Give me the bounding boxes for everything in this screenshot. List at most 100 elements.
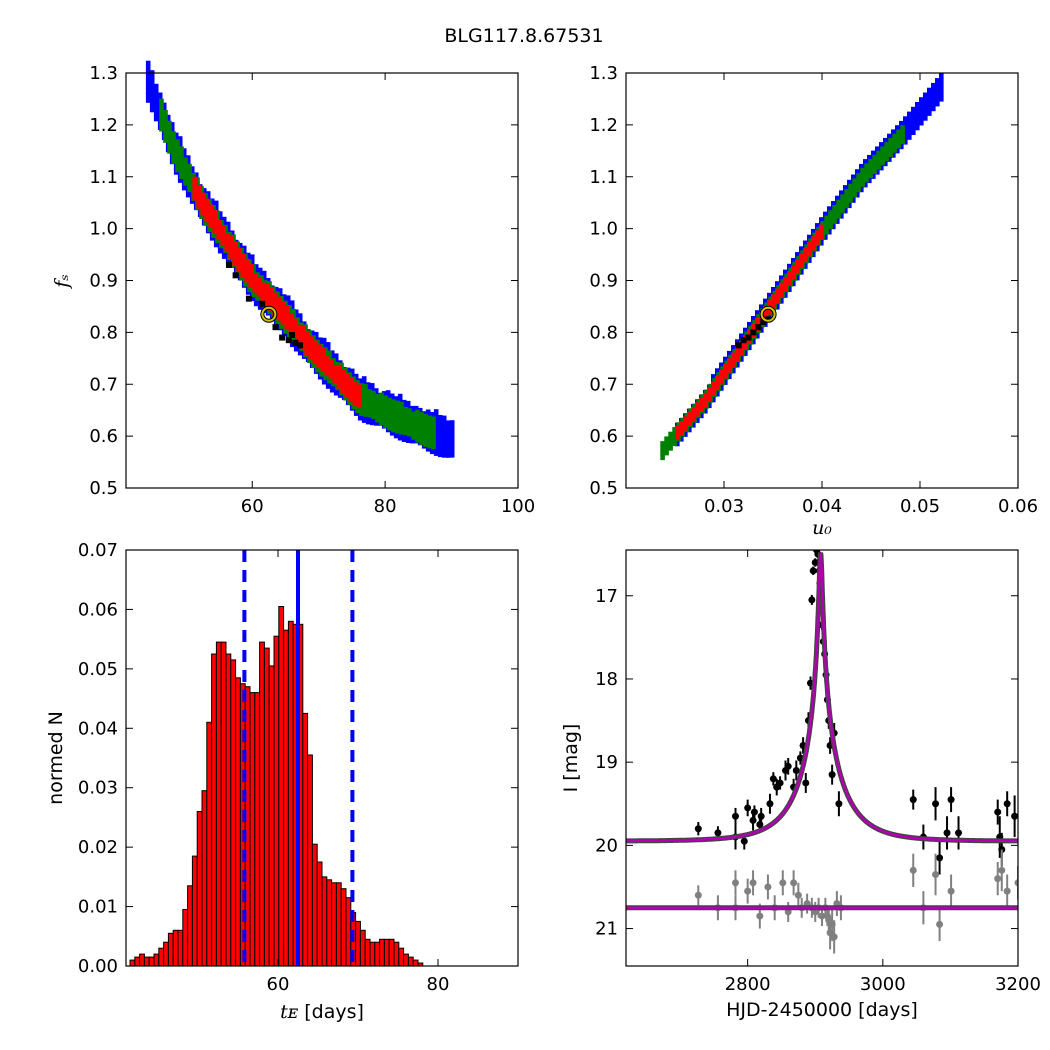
heatmap-cell <box>419 416 424 422</box>
heatmap-cell <box>899 144 904 150</box>
histogram-bar <box>374 941 381 967</box>
heatmap-cell <box>248 264 253 270</box>
heatmap-cell <box>783 276 788 283</box>
histogram-bar <box>201 790 208 967</box>
heatmap-cell <box>244 272 249 278</box>
heatmap-cell <box>357 378 363 384</box>
heatmap-cell <box>687 427 692 433</box>
heatmap-cell <box>153 106 159 113</box>
data-point <box>994 808 1002 816</box>
heatmap-cell <box>145 74 151 80</box>
heatmap-cell <box>437 447 443 453</box>
heatmap-cell <box>215 238 220 244</box>
histogram-bar <box>225 653 232 967</box>
heatmap-cell <box>261 270 267 276</box>
heatmap-cell <box>296 329 301 335</box>
heatmap-cell <box>683 420 688 427</box>
heatmap-cell <box>823 211 828 217</box>
heatmap-cell <box>839 190 844 196</box>
heatmap-cell <box>723 368 728 374</box>
heatmap-cell <box>939 73 944 79</box>
heatmap-cell <box>189 166 195 172</box>
heatmap-cell <box>227 231 232 238</box>
heatmap-cell <box>248 282 253 288</box>
heatmap-cell <box>415 418 420 425</box>
heatmap-cell <box>815 223 820 229</box>
heatmap-cell <box>419 425 424 432</box>
heatmap-cell <box>836 208 841 214</box>
heatmap-cell <box>229 230 235 236</box>
heatmap-cell <box>353 373 359 379</box>
heatmap-cell <box>423 418 428 424</box>
heatmap-cell <box>692 403 697 409</box>
heatmap-cell <box>235 269 240 275</box>
y-tick-label: 0.04 <box>78 718 118 739</box>
heatmap-cell <box>419 412 424 418</box>
heatmap-cell <box>363 402 368 408</box>
heatmap-cell <box>824 229 829 235</box>
heatmap-cell <box>927 101 932 107</box>
heatmap-cell <box>399 424 404 430</box>
heatmap-cell <box>935 92 940 98</box>
heatmap-cell <box>703 397 708 403</box>
heatmap-cell <box>179 169 184 175</box>
heatmap-cell <box>175 139 180 145</box>
heatmap-cell <box>919 115 924 121</box>
heatmap-cell <box>695 402 700 408</box>
heatmap-cell <box>276 296 281 302</box>
heatmap-cell <box>903 121 908 127</box>
heatmap-cell <box>771 294 776 300</box>
heatmap-cell <box>324 360 329 366</box>
data-point <box>947 796 955 804</box>
heatmap-cell <box>217 211 223 217</box>
heatmap-cell <box>273 286 279 293</box>
heatmap-cell <box>212 214 217 220</box>
heatmap-cell <box>313 331 319 338</box>
heatmap-cell <box>288 318 293 324</box>
heatmap-cell <box>445 429 451 435</box>
heatmap-cell <box>803 252 808 258</box>
heatmap-cell <box>327 350 332 356</box>
heatmap-cell <box>219 220 224 226</box>
heatmap-cell <box>263 280 268 286</box>
histogram-bar <box>302 712 309 967</box>
heatmap-cell <box>327 355 332 361</box>
heatmap-cell <box>292 323 297 329</box>
heatmap-cell <box>445 438 451 444</box>
heatmap-cell <box>787 286 792 292</box>
heatmap-cell <box>888 137 893 144</box>
heatmap-cell <box>225 221 231 227</box>
heatmap-cell <box>939 78 944 84</box>
heatmap-cell <box>375 407 380 414</box>
heatmap-cell <box>333 358 339 364</box>
y-tick-label: 1.2 <box>89 115 118 136</box>
heatmap-cell <box>787 280 792 286</box>
heatmap-cell <box>224 233 229 239</box>
heatmap-cell <box>167 125 172 131</box>
heatmap-cell <box>763 298 768 304</box>
heatmap-cell <box>247 259 252 265</box>
histogram-bar <box>249 692 256 967</box>
heatmap-cell <box>187 186 192 193</box>
histogram-bar <box>215 641 222 967</box>
heatmap-cell <box>811 240 816 246</box>
heatmap-cell <box>779 298 784 304</box>
heatmap-cell <box>280 314 285 320</box>
y-tick-label: 1.3 <box>89 63 118 84</box>
heatmap-cell <box>900 129 905 135</box>
heatmap-cell <box>311 362 316 369</box>
heatmap-cell <box>145 83 151 89</box>
heatmap-cell <box>149 74 155 80</box>
heatmap-cell <box>207 226 212 232</box>
heatmap-cell <box>245 252 251 258</box>
heatmap-cell <box>216 233 221 239</box>
heatmap-cell <box>843 208 848 214</box>
heatmap-cell <box>355 407 360 414</box>
y-tick-label: 0.5 <box>589 478 618 499</box>
heatmap-cell <box>300 325 305 331</box>
heatmap-cell <box>811 228 816 235</box>
heatmap-cell <box>387 411 392 417</box>
heatmap-cell <box>699 397 704 403</box>
heatmap-cell <box>708 383 713 389</box>
heatmap-cell <box>919 111 924 117</box>
